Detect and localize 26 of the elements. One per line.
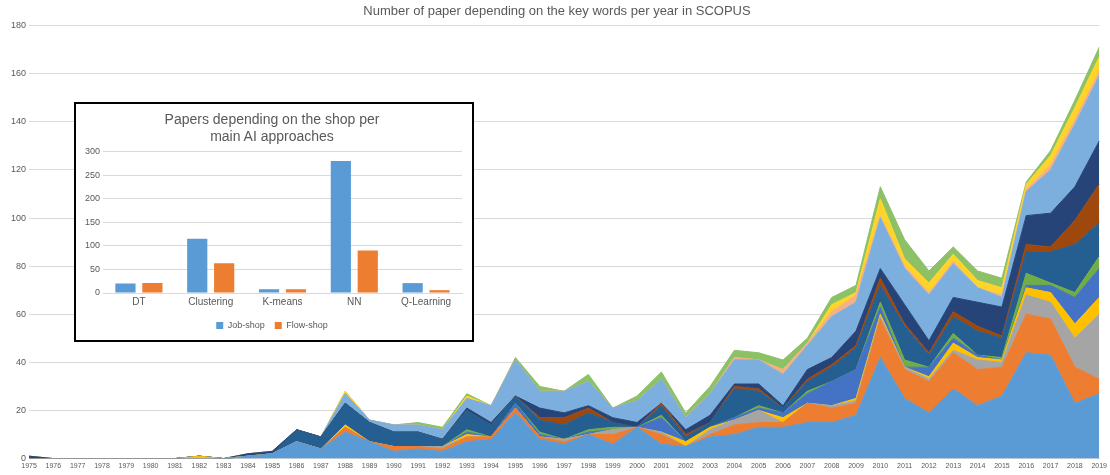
y-tick-label: 0 <box>95 287 101 298</box>
x-tick-label: NN <box>347 295 362 307</box>
x-tick-label: K-means <box>262 295 303 307</box>
y-tick-label: 160 <box>10 68 27 79</box>
y-tick-label: 120 <box>10 164 27 175</box>
legend-label: Job-shop <box>227 319 265 330</box>
y-tick-label: 80 <box>16 260 27 271</box>
y-tick-label: 140 <box>10 116 27 127</box>
x-tick-label: DT <box>132 295 146 307</box>
y-tick-label: 200 <box>84 193 101 204</box>
x-tick-label: Q-Learning <box>401 295 452 307</box>
y-tick-label: 100 <box>10 212 27 223</box>
x-tick-label: Clustering <box>188 295 234 307</box>
chart-title: Papers depending on the shop per main AI approaches <box>164 111 380 145</box>
y-tick-label: 20 <box>16 404 27 415</box>
y-tick-label: 0 <box>21 453 27 464</box>
y-tick-label: 250 <box>84 169 101 180</box>
y-tick-label: 100 <box>84 240 101 251</box>
y-tick-label: 300 <box>84 146 101 157</box>
y-tick-label: 60 <box>16 308 27 319</box>
y-tick-label: 50 <box>90 263 101 274</box>
y-tick-label: 150 <box>84 216 101 227</box>
chart-title: Number of paper depending on the key words per year in SCOPUS <box>363 3 751 19</box>
y-tick-label: 180 <box>10 20 27 31</box>
legend-label: Flow-shop <box>286 319 328 330</box>
y-tick-label: 40 <box>16 356 27 367</box>
